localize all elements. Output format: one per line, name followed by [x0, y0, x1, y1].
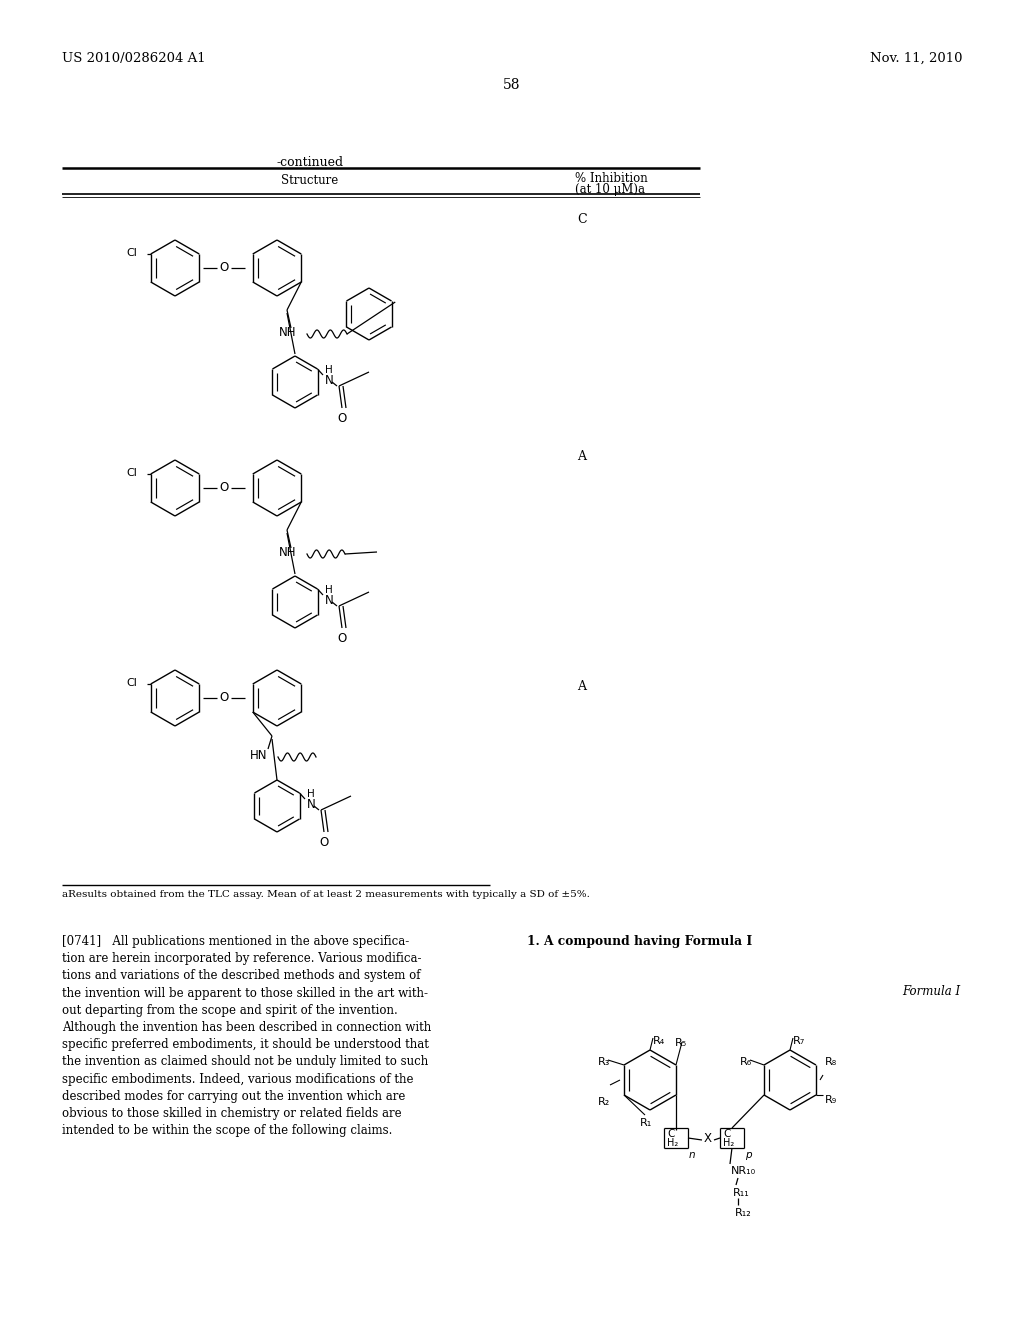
Text: NH: NH [279, 546, 297, 558]
Text: C: C [723, 1129, 730, 1139]
Text: specific preferred embodiments, it should be understood that: specific preferred embodiments, it shoul… [62, 1039, 429, 1051]
Text: US 2010/0286204 A1: US 2010/0286204 A1 [62, 51, 206, 65]
Text: C: C [577, 213, 587, 226]
Text: described modes for carrying out the invention which are: described modes for carrying out the inv… [62, 1090, 406, 1102]
Text: out departing from the scope and spirit of the invention.: out departing from the scope and spirit … [62, 1003, 397, 1016]
Text: specific embodiments. Indeed, various modifications of the: specific embodiments. Indeed, various mo… [62, 1073, 414, 1085]
Text: A: A [577, 450, 586, 463]
Text: Nov. 11, 2010: Nov. 11, 2010 [869, 51, 962, 65]
Text: Formula I: Formula I [902, 985, 961, 998]
Text: R₈: R₈ [825, 1057, 838, 1067]
Text: intended to be within the scope of the following claims.: intended to be within the scope of the f… [62, 1125, 392, 1138]
Text: R₃: R₃ [598, 1057, 610, 1067]
Text: A: A [577, 680, 586, 693]
Text: O: O [219, 690, 228, 704]
Text: H: H [325, 585, 333, 595]
Text: p: p [745, 1150, 752, 1160]
Text: O: O [219, 261, 228, 275]
Text: R₉: R₉ [825, 1096, 838, 1105]
Text: R₁: R₁ [640, 1118, 652, 1129]
Text: the invention will be apparent to those skilled in the art with-: the invention will be apparent to those … [62, 986, 428, 999]
Text: Cl: Cl [127, 678, 137, 688]
Text: NR₁₀: NR₁₀ [731, 1166, 756, 1176]
Text: Although the invention has been described in connection with: Although the invention has been describe… [62, 1020, 431, 1034]
Text: R₆: R₆ [740, 1057, 752, 1067]
Text: R₁₂: R₁₂ [735, 1208, 752, 1218]
Text: HN: HN [250, 748, 267, 762]
Text: O: O [319, 836, 329, 849]
Text: H: H [307, 789, 314, 799]
Text: aResults obtained from the TLC assay. Mean of at least 2 measurements with typic: aResults obtained from the TLC assay. Me… [62, 890, 590, 899]
Text: the invention as claimed should not be unduly limited to such: the invention as claimed should not be u… [62, 1056, 428, 1068]
Text: % Inhibition: % Inhibition [575, 172, 648, 185]
Text: Structure: Structure [282, 174, 339, 187]
Text: X: X [703, 1133, 712, 1144]
Text: C: C [667, 1129, 675, 1139]
Text: tions and variations of the described methods and system of: tions and variations of the described me… [62, 969, 421, 982]
Text: [0741]   All publications mentioned in the above specifica-: [0741] All publications mentioned in the… [62, 935, 410, 948]
Text: O: O [337, 632, 347, 645]
Text: Cl: Cl [127, 248, 137, 257]
Text: N: N [325, 594, 334, 607]
Text: Cl: Cl [127, 469, 137, 478]
Text: R₁₁: R₁₁ [733, 1188, 750, 1199]
Text: obvious to those skilled in chemistry or related fields are: obvious to those skilled in chemistry or… [62, 1107, 401, 1119]
Text: O: O [219, 480, 228, 494]
Text: H₂: H₂ [723, 1138, 734, 1148]
Text: n: n [689, 1150, 695, 1160]
Text: R₇: R₇ [793, 1036, 805, 1045]
Text: O: O [337, 412, 347, 425]
Text: (at 10 μM)a: (at 10 μM)a [575, 183, 645, 195]
Text: H₂: H₂ [667, 1138, 678, 1148]
Text: NH: NH [279, 326, 297, 339]
Text: N: N [307, 799, 315, 810]
Text: -continued: -continued [276, 156, 344, 169]
Text: 58: 58 [503, 78, 521, 92]
Text: tion are herein incorporated by reference. Various modifica-: tion are herein incorporated by referenc… [62, 952, 422, 965]
Text: R₅: R₅ [675, 1038, 687, 1048]
Text: R₂: R₂ [598, 1097, 610, 1107]
Text: N: N [325, 374, 334, 387]
Text: 1. A compound having Formula I: 1. A compound having Formula I [527, 935, 753, 948]
Text: R₄: R₄ [653, 1036, 666, 1045]
Text: H: H [325, 366, 333, 375]
